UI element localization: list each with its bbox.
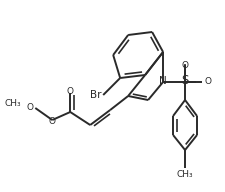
Text: S: S [181, 74, 189, 88]
Text: O: O [67, 88, 74, 97]
Text: O: O [49, 117, 56, 126]
Text: N: N [159, 76, 167, 86]
Text: O: O [26, 103, 33, 113]
Text: O: O [204, 78, 211, 87]
Text: CH₃: CH₃ [5, 98, 21, 108]
Text: CH₃: CH₃ [177, 170, 193, 179]
Text: Br: Br [90, 90, 101, 100]
Text: O: O [182, 61, 189, 70]
